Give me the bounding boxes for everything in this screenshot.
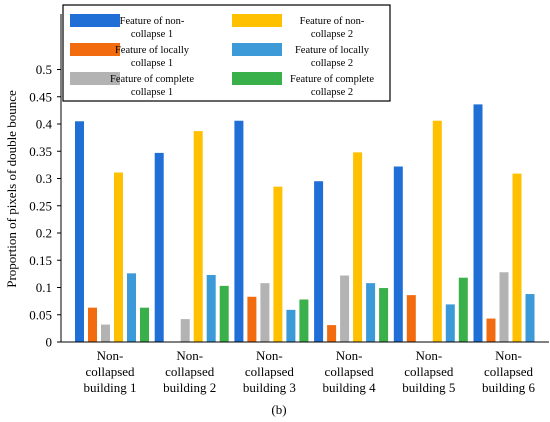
legend-swatch [232, 43, 282, 56]
bar [260, 283, 270, 342]
x-tick-label: Non-collapsed building 2 [163, 348, 216, 395]
bar [180, 319, 190, 342]
bar [445, 304, 455, 342]
legend-swatch [70, 72, 120, 85]
y-tick-label: 0.2 [36, 226, 52, 241]
bar [458, 277, 468, 342]
y-tick-label: 0.35 [29, 144, 52, 159]
x-tick-label: Non-collapsed building 1 [83, 348, 136, 395]
bar [140, 307, 149, 342]
bar [353, 152, 363, 342]
bar [486, 318, 496, 342]
x-tick-label: Non-collapsed building 5 [402, 348, 455, 395]
bar [393, 166, 403, 342]
legend-label: Feature of complete collapse 1 [110, 74, 194, 98]
x-tick-label: Non-collapsed building 6 [482, 348, 536, 395]
legend: Feature of non-collapse 1 Feature of loca… [62, 4, 391, 102]
y-tick-label: 0.3 [36, 171, 52, 186]
x-tick-label: Non-collapsed building 4 [323, 348, 377, 395]
y-tick-label: 0.1 [36, 280, 52, 295]
bar [219, 285, 229, 342]
y-tick-label: 0 [46, 335, 53, 350]
bar [154, 152, 164, 342]
bar [273, 186, 283, 342]
y-tick-label: 0.15 [29, 253, 52, 268]
bar [193, 131, 203, 342]
legend-label: Feature of locally collapse 1 [115, 45, 190, 69]
bar [234, 120, 244, 342]
y-tick-label: 0.45 [29, 89, 52, 104]
chart-caption: (b) [271, 402, 286, 417]
bar [299, 299, 309, 342]
bar [127, 273, 136, 342]
y-axis: 0 0.05 0.1 0.15 0.2 0.25 0.3 0.35 0.4 0.45 0.5 [29, 14, 549, 350]
bar [406, 295, 416, 342]
y-tick-label: 0.25 [29, 198, 52, 213]
x-axis-labels: Non-collapsed building 1 Non-collapsed buil… [83, 348, 535, 395]
y-tick-label: 0.4 [36, 117, 53, 132]
legend-label: Feature of non-collapse 1 [120, 16, 185, 40]
legend-swatch [70, 14, 120, 27]
legend-label: Feature of non-collapse 2 [300, 16, 365, 40]
bar [432, 120, 442, 342]
bar [499, 272, 509, 342]
legend-swatch [70, 43, 120, 56]
bar [286, 309, 296, 342]
bar [247, 296, 257, 342]
bar [379, 288, 389, 342]
legend-swatch [232, 72, 282, 85]
bar [327, 325, 337, 342]
bar [75, 121, 84, 343]
x-tick-label: Non-collapsed building 3 [243, 348, 296, 395]
legend-label: Feature of locally collapse 2 [295, 45, 370, 69]
legend-swatch [232, 14, 282, 27]
bar [340, 275, 350, 342]
plot-area [75, 104, 535, 343]
bar [314, 181, 324, 342]
bar [114, 172, 123, 342]
bar [88, 307, 97, 342]
y-tick-label: 0.05 [29, 307, 52, 322]
bar [473, 104, 483, 342]
bar [366, 283, 376, 342]
bar [101, 324, 110, 342]
y-axis-label: Proportion of pixels of double bounce [4, 90, 19, 288]
bar [512, 173, 522, 342]
bar [206, 274, 216, 342]
legend-label: Feature of complete collapse 2 [290, 74, 374, 98]
y-tick-label: 0.5 [36, 62, 52, 77]
bar [525, 294, 535, 342]
